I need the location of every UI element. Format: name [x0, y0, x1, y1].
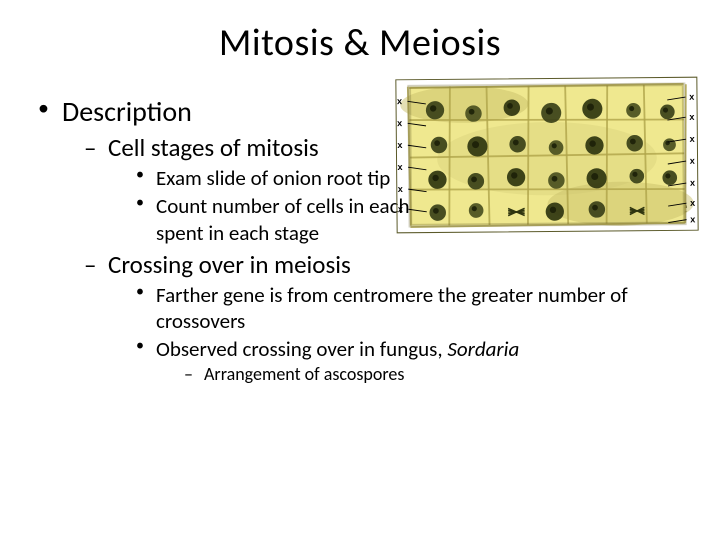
text-crossing-over: Crossing over in meiosis — [108, 249, 351, 280]
svg-text:x: x — [689, 112, 695, 122]
text-fungus-italic: Sordaria — [447, 336, 519, 362]
svg-text:x: x — [397, 140, 403, 150]
bullet-ascospores: Arrangement of ascospores — [184, 363, 690, 386]
text-fungus-prefix: Observed crossing over in fungus, — [156, 336, 447, 362]
svg-text:x: x — [690, 214, 696, 224]
text-description: Description — [62, 94, 192, 129]
svg-text:x: x — [690, 156, 696, 166]
slide: Mitosis & Meiosis Description Cell stage… — [0, 0, 720, 540]
microscopy-svg: xxxxxxxxxxxxx — [396, 78, 697, 233]
text-cell-stages: Cell stages of mitosis — [108, 132, 319, 163]
svg-text:x: x — [397, 118, 403, 128]
microscopy-image: xxxxxxxxxxxxx — [395, 77, 698, 234]
svg-text:x: x — [398, 204, 404, 214]
svg-text:x: x — [397, 162, 403, 172]
svg-text:x: x — [690, 198, 696, 208]
svg-text:x: x — [689, 92, 695, 102]
bullet-crossing-over: Crossing over in meiosis Farther gene is… — [84, 250, 690, 385]
bullet-fungus: Observed crossing over in fungus, Sordar… — [136, 336, 690, 385]
svg-text:x: x — [398, 184, 404, 194]
svg-text:x: x — [690, 134, 696, 144]
bullet-centromere: Farther gene is from centromere the grea… — [136, 282, 690, 335]
svg-text:x: x — [690, 178, 696, 188]
slide-title: Mitosis & Meiosis — [30, 20, 690, 66]
